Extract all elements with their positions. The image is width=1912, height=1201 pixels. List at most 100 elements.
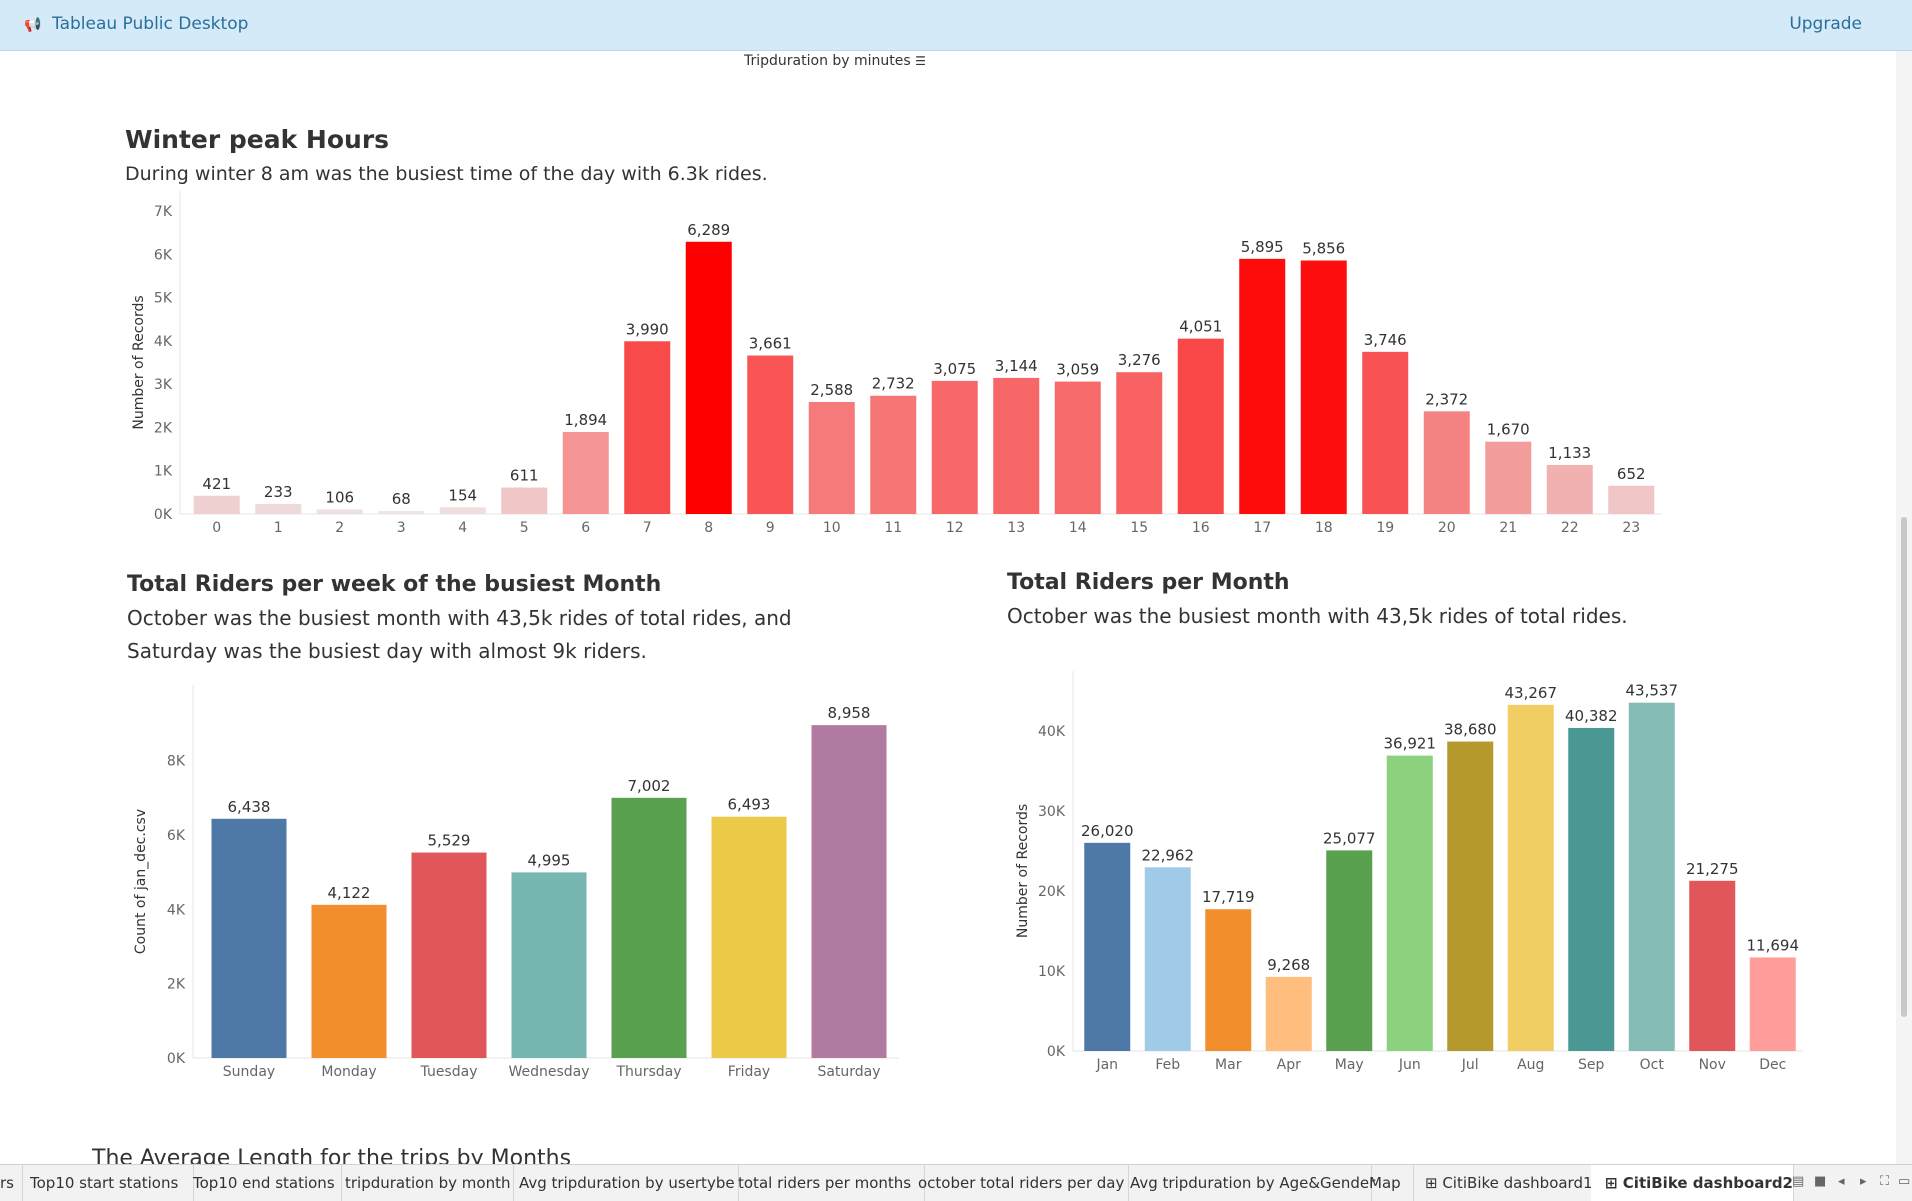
data-label: 2,372 bbox=[1425, 390, 1468, 408]
sort-icon[interactable]: ☰ bbox=[915, 54, 926, 68]
y-tick-label: 1K bbox=[154, 464, 173, 480]
tab-citibike-dashboard2[interactable]: ⊞ CitiBike dashboard2 bbox=[1591, 1165, 1794, 1201]
data-label: 5,529 bbox=[428, 832, 471, 850]
data-label: 652 bbox=[1617, 465, 1646, 483]
x-tick-label: 22 bbox=[1561, 520, 1579, 536]
weekly-subtitle-line2: Saturday was the busiest day with almost… bbox=[127, 639, 647, 663]
scrollbar-thumb[interactable] bbox=[1901, 517, 1907, 1017]
bar-9 bbox=[747, 355, 794, 514]
sort-header[interactable]: Tripduration by minutes ☰ bbox=[744, 53, 926, 69]
x-tick-label: Jul bbox=[1461, 1057, 1479, 1073]
x-tick-label: Feb bbox=[1155, 1057, 1180, 1073]
monthly-subtitle: October was the busiest month with 43,5k… bbox=[1007, 604, 1628, 628]
x-tick-label: Saturday bbox=[817, 1064, 880, 1080]
x-tick-label: 5 bbox=[520, 520, 529, 536]
data-label: 68 bbox=[392, 490, 411, 508]
bar-4 bbox=[439, 507, 486, 514]
data-label: 2,588 bbox=[810, 381, 853, 399]
bar-8 bbox=[685, 241, 732, 515]
data-label: 17,719 bbox=[1202, 888, 1255, 906]
bar-Tuesday bbox=[411, 852, 487, 1058]
x-tick-label: 21 bbox=[1499, 520, 1517, 536]
app-brand[interactable]: 📢 Tableau Public Desktop bbox=[24, 14, 248, 34]
x-tick-label: 10 bbox=[823, 520, 841, 536]
data-label: 5,895 bbox=[1241, 238, 1284, 256]
scroll-left-icon[interactable]: ◂ bbox=[1838, 1174, 1845, 1189]
bar-Apr bbox=[1265, 976, 1312, 1051]
presentation-icon[interactable]: ▭ bbox=[1898, 1174, 1911, 1189]
weekly-title: Total Riders per week of the busiest Mon… bbox=[127, 572, 662, 597]
data-label: 3,990 bbox=[626, 320, 669, 338]
tab-top10-start-stations[interactable]: Top10 start stations bbox=[22, 1165, 194, 1201]
bar-21 bbox=[1485, 441, 1532, 514]
bar-Feb bbox=[1144, 867, 1191, 1051]
vertical-scrollbar[interactable] bbox=[1896, 51, 1912, 1164]
x-tick-label: 20 bbox=[1438, 520, 1456, 536]
y-axis-title: Number of Records bbox=[1015, 804, 1031, 938]
monthly-title: Total Riders per Month bbox=[1007, 570, 1290, 595]
tab-partial[interactable]: rs bbox=[0, 1165, 23, 1201]
tab-citibike-dashboard1[interactable]: ⊞ CitiBike dashboard1 bbox=[1413, 1165, 1604, 1201]
sort-header-label: Tripduration by minutes bbox=[744, 53, 911, 69]
bar-10 bbox=[808, 401, 855, 514]
upgrade-link[interactable]: Upgrade bbox=[1789, 14, 1862, 34]
data-label: 8,958 bbox=[828, 704, 871, 722]
x-tick-label: Thursday bbox=[615, 1064, 681, 1080]
y-tick-label: 3K bbox=[154, 377, 173, 393]
x-tick-label: Jan bbox=[1095, 1057, 1118, 1073]
y-axis-title: Count of jan_dec.csv bbox=[133, 809, 149, 954]
bar-17 bbox=[1239, 258, 1286, 514]
data-label: 4,051 bbox=[1179, 318, 1222, 336]
x-tick-label: 19 bbox=[1376, 520, 1394, 536]
bar-Thursday bbox=[611, 797, 687, 1058]
x-tick-label: 18 bbox=[1315, 520, 1333, 536]
bar-5 bbox=[501, 487, 548, 514]
bar-Sep bbox=[1568, 727, 1615, 1051]
y-tick-label: 5K bbox=[154, 291, 173, 307]
sheet-sorter-icon[interactable]: ▤ bbox=[1792, 1174, 1805, 1189]
weekly-bar-chart: 0K 2K 4K 6K 8K Count of jan_dec.csv 6,438 Sunda… bbox=[133, 685, 899, 1080]
bar-Jun bbox=[1386, 755, 1433, 1051]
x-tick-label: Jun bbox=[1398, 1057, 1421, 1073]
bar-Nov bbox=[1689, 880, 1736, 1051]
x-tick-label: 12 bbox=[946, 520, 964, 536]
data-label: 3,059 bbox=[1056, 361, 1099, 379]
bar-Oct bbox=[1628, 702, 1675, 1051]
x-tick-label: Mar bbox=[1215, 1057, 1242, 1073]
x-tick-label: May bbox=[1335, 1057, 1364, 1073]
tab-total-riders-per-months[interactable]: total riders per months bbox=[720, 1165, 925, 1201]
x-tick-label: Sep bbox=[1578, 1057, 1605, 1073]
data-label: 1,894 bbox=[564, 411, 607, 429]
filmstrip-icon[interactable]: ■ bbox=[1814, 1174, 1827, 1189]
tab-avg-tripduration-usertype[interactable]: Avg tripduration by usertybe bbox=[501, 1165, 739, 1201]
bar-May bbox=[1326, 850, 1373, 1051]
fullscreen-icon[interactable]: ⛶ bbox=[1880, 1174, 1890, 1189]
x-tick-label: 8 bbox=[704, 520, 713, 536]
y-tick-label: 6K bbox=[167, 828, 186, 844]
bar-Friday bbox=[711, 816, 787, 1058]
scroll-right-icon[interactable]: ▸ bbox=[1860, 1174, 1867, 1189]
data-label: 25,077 bbox=[1323, 829, 1376, 847]
bar-Mar bbox=[1205, 909, 1252, 1051]
data-label: 9,268 bbox=[1267, 956, 1310, 974]
bar-19 bbox=[1362, 351, 1409, 514]
bar-18 bbox=[1300, 260, 1347, 514]
tab-tripduration-by-month[interactable]: tripduration by month bbox=[333, 1165, 514, 1201]
data-label: 2,732 bbox=[872, 375, 915, 393]
data-label: 3,276 bbox=[1118, 351, 1161, 369]
tab-top10-end-stations[interactable]: Top10 end stations bbox=[185, 1165, 342, 1201]
data-label: 6,493 bbox=[728, 796, 771, 814]
data-label: 3,144 bbox=[995, 357, 1038, 375]
x-tick-label: 6 bbox=[581, 520, 590, 536]
bar-22 bbox=[1546, 464, 1593, 514]
hourly-subtitle: During winter 8 am was the busiest time … bbox=[125, 163, 768, 185]
tab-avg-tripduration-age-gender[interactable]: Avg tripduration by Age&Gender bbox=[1116, 1165, 1375, 1201]
bar-Monday bbox=[311, 904, 387, 1058]
tab-map[interactable]: Map bbox=[1357, 1165, 1414, 1201]
tab-october-total-riders-per-day[interactable]: october total riders per day bbox=[906, 1165, 1129, 1201]
x-tick-label: Oct bbox=[1640, 1057, 1665, 1073]
data-label: 3,661 bbox=[749, 335, 792, 353]
y-tick-label: 4K bbox=[154, 334, 173, 350]
bar-20 bbox=[1423, 411, 1470, 514]
data-label: 4,995 bbox=[528, 851, 571, 869]
